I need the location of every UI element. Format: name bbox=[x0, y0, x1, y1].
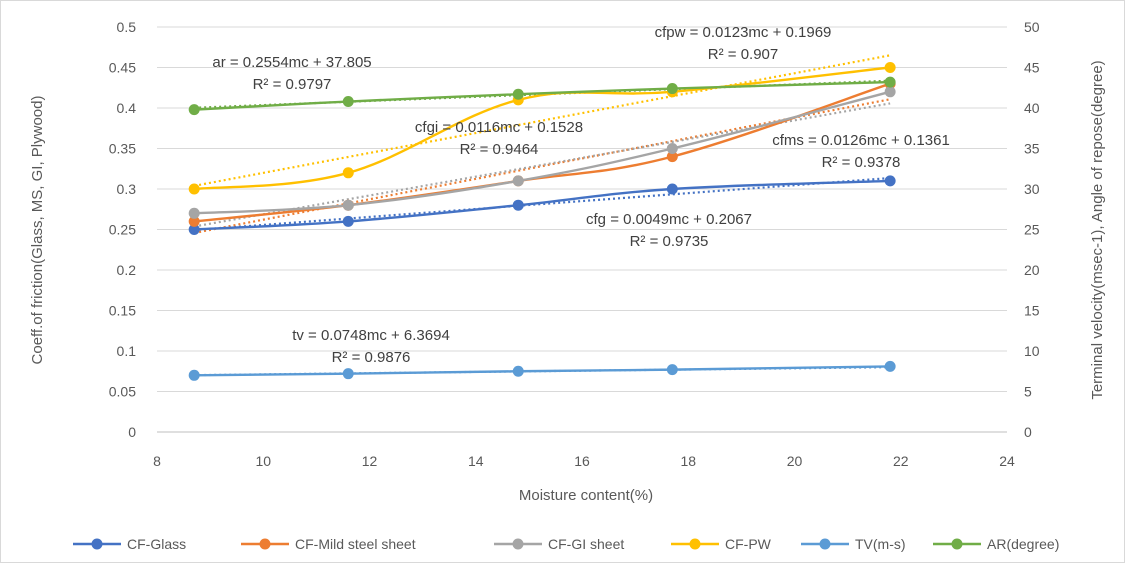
data-point-cf-glass bbox=[342, 215, 354, 227]
data-point-ar-degree bbox=[884, 76, 896, 88]
eq-cfms-line1: cfms = 0.0126mc + 0.1361 bbox=[772, 132, 950, 149]
x-tick-label: 18 bbox=[680, 453, 696, 469]
y-left-tick-label: 0.4 bbox=[117, 100, 137, 116]
trendline-cf-glass bbox=[194, 176, 891, 232]
data-point-cf-glass bbox=[884, 175, 896, 187]
legend-label-cf-pw: CF-PW bbox=[725, 536, 772, 552]
legend-marker-cf-pw bbox=[689, 538, 701, 550]
data-point-cf-pw bbox=[342, 167, 354, 179]
series-line-tv-m-s bbox=[194, 365, 891, 377]
y-right-tick-label: 5 bbox=[1024, 384, 1032, 400]
legend-marker-cf-glass bbox=[91, 538, 103, 550]
legend: CF-Glass CF-Mild steel sheet CF-GI sheet CF… bbox=[73, 536, 1059, 552]
data-point-cf-gi-sheet bbox=[666, 143, 678, 154]
eq-cfpw-line2: R² = 0.907 bbox=[708, 46, 778, 63]
legend-marker-cf-mild-steel-sheet bbox=[259, 538, 271, 550]
y-right-tick-label: 20 bbox=[1024, 262, 1040, 278]
legend-label-tv-m-s: TV(m-s) bbox=[855, 536, 906, 552]
x-tick-label: 12 bbox=[362, 453, 378, 469]
y-left-tick-label: 0.5 bbox=[117, 19, 137, 35]
x-tick-label: 20 bbox=[787, 453, 803, 469]
data-point-tv-m-s bbox=[884, 360, 896, 372]
y-left-axis-title: Coeff.of friction(Glass, MS, GI, Plywood… bbox=[29, 96, 46, 365]
y-left-tick-label: 0.1 bbox=[117, 343, 137, 359]
y-left-tick-label: 0.25 bbox=[109, 222, 136, 238]
trend-equations: ar = 0.2554mc + 37.805 R² = 0.9797 cfpw … bbox=[212, 24, 949, 366]
data-point-ar-degree bbox=[512, 88, 524, 100]
y-left-tick-label: 0.35 bbox=[109, 141, 136, 157]
data-point-cf-glass bbox=[666, 183, 678, 195]
x-tick-label: 14 bbox=[468, 453, 484, 469]
data-point-cf-gi-sheet bbox=[512, 175, 524, 187]
legend-label-cf-mild-steel-sheet: CF-Mild steel sheet bbox=[295, 536, 416, 552]
data-point-cf-glass bbox=[188, 224, 200, 235]
y-right-tick-label: 15 bbox=[1024, 303, 1040, 319]
eq-tv-line2: R² = 0.9876 bbox=[332, 349, 411, 366]
y-right-tick-label: 30 bbox=[1024, 181, 1040, 197]
eq-tv-line1: tv = 0.0748mc + 6.3694 bbox=[292, 327, 450, 344]
eq-cfgi-line1: cfgi = 0.0116mc + 0.1528 bbox=[415, 119, 583, 136]
series-line-cf-gi-sheet bbox=[194, 90, 891, 215]
legend-marker-tv-m-s bbox=[819, 538, 831, 550]
eq-ar-line2: R² = 0.9797 bbox=[253, 76, 332, 93]
data-point-tv-m-s bbox=[188, 369, 200, 381]
y-left-tick-label: 0.2 bbox=[117, 262, 137, 278]
series-line-cf-glass bbox=[194, 179, 891, 231]
legend-label-cf-gi-sheet: CF-GI sheet bbox=[548, 536, 624, 552]
data-point-ar-degree bbox=[342, 96, 354, 108]
series-lines bbox=[188, 62, 896, 381]
eq-cfms-line2: R² = 0.9378 bbox=[822, 154, 901, 171]
legend-marker-cf-gi-sheet bbox=[512, 538, 524, 550]
data-point-ar-degree bbox=[188, 104, 200, 116]
data-point-cf-gi-sheet bbox=[342, 199, 354, 211]
x-tick-label: 10 bbox=[255, 453, 271, 469]
eq-cfg-line2: R² = 0.9735 bbox=[630, 233, 709, 250]
data-point-cf-gi-sheet bbox=[188, 207, 200, 219]
y-left-tick-label: 0.3 bbox=[117, 181, 137, 197]
x-tick-label: 8 bbox=[153, 453, 161, 469]
eq-ar-line1: ar = 0.2554mc + 37.805 bbox=[212, 54, 371, 71]
y-right-tick-label: 0 bbox=[1024, 424, 1032, 440]
y-right-tick-label: 45 bbox=[1024, 60, 1040, 76]
y-right-tick-label: 50 bbox=[1024, 19, 1040, 35]
trendline-cf-pw bbox=[193, 54, 891, 187]
x-tick-label: 16 bbox=[574, 453, 590, 469]
y-right-tick-label: 25 bbox=[1024, 222, 1040, 238]
y-left-tick-label: 0.45 bbox=[109, 60, 136, 76]
y-left-tick-label: 0.15 bbox=[109, 303, 136, 319]
y-right-tick-label: 35 bbox=[1024, 141, 1040, 157]
x-axis-ticks: 8 10 12 14 16 18 20 22 24 bbox=[153, 453, 1015, 469]
data-point-tv-m-s bbox=[512, 365, 524, 377]
y-right-axis-title: Terminal velocity(msec-1), Angle of repo… bbox=[1089, 60, 1106, 399]
legend-marker-ar-degree bbox=[951, 538, 963, 550]
data-point-ar-degree bbox=[666, 83, 678, 95]
y-left-tick-label: 0.05 bbox=[109, 384, 136, 400]
x-tick-label: 24 bbox=[999, 453, 1015, 469]
data-point-cf-gi-sheet bbox=[884, 86, 896, 98]
x-axis-title: Moisture content(%) bbox=[519, 487, 653, 504]
y-right-axis-ticks: 0 5 10 15 20 25 30 35 40 45 50 bbox=[1024, 19, 1040, 440]
y-right-tick-label: 10 bbox=[1024, 343, 1040, 359]
y-left-tick-label: 0 bbox=[128, 424, 136, 440]
data-point-cf-mild-steel-sheet bbox=[188, 215, 200, 227]
legend-label-cf-glass: CF-Glass bbox=[127, 536, 186, 552]
data-point-cf-glass bbox=[512, 199, 524, 211]
eq-cfg-line1: cfg = 0.0049mc + 0.2067 bbox=[586, 211, 752, 228]
eq-cfgi-line2: R² = 0.9464 bbox=[460, 141, 539, 158]
x-tick-label: 22 bbox=[893, 453, 909, 469]
data-point-tv-m-s bbox=[342, 368, 354, 380]
data-point-cf-pw bbox=[884, 62, 896, 73]
legend-label-ar-degree: AR(degree) bbox=[987, 536, 1059, 552]
data-point-cf-mild-steel-sheet bbox=[666, 151, 678, 163]
data-point-tv-m-s bbox=[666, 364, 678, 376]
y-right-tick-label: 40 bbox=[1024, 100, 1040, 116]
data-point-cf-pw bbox=[188, 183, 200, 195]
y-left-axis-ticks: 0 0.05 0.1 0.15 0.2 0.25 0.3 0.35 0.4 0.45 0.5 bbox=[109, 19, 136, 440]
eq-cfpw-line1: cfpw = 0.0123mc + 0.1969 bbox=[655, 24, 832, 41]
